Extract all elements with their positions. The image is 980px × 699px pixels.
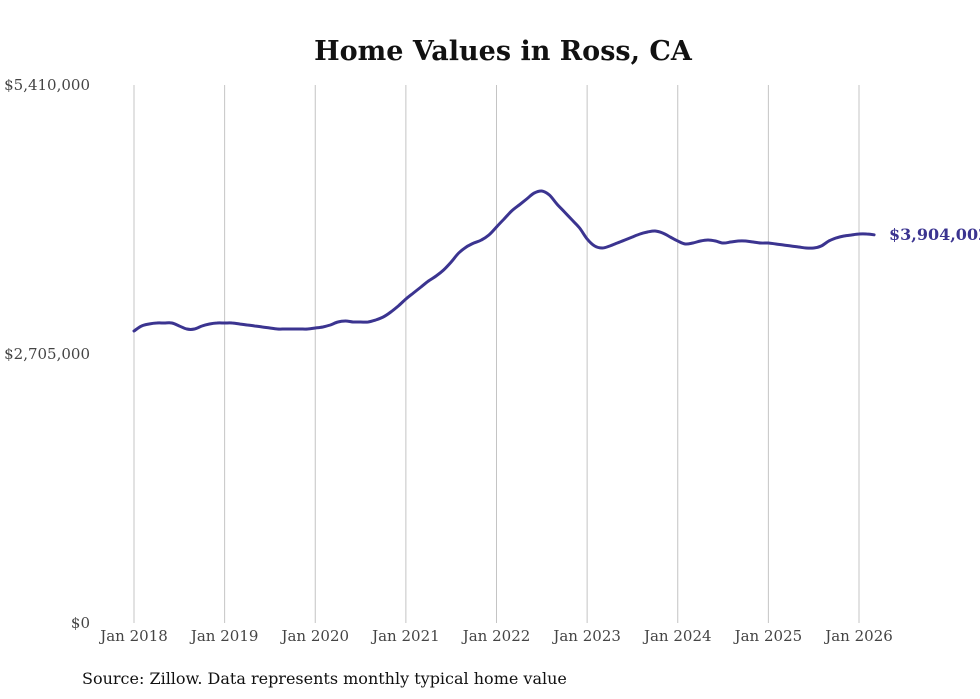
y-tick-label: $0 [71,614,90,632]
x-tick-label: Jan 2026 [823,627,893,645]
x-tick-label: Jan 2019 [189,627,259,645]
x-tick-label: Jan 2021 [370,627,440,645]
source-note: Source: Zillow. Data represents monthly … [82,669,567,688]
y-axis-ticks: $0 $2,705,000 $5,410,000 [4,76,90,632]
end-value-label: $3,904,002 [889,225,980,244]
x-tick-label: Jan 2023 [551,627,621,645]
chart-title: Home Values in Ross, CA [314,36,693,67]
series-line [132,189,876,333]
y-tick-label: $2,705,000 [4,345,90,363]
x-tick-label: Jan 2022 [461,627,531,645]
x-tick-label: Jan 2018 [98,627,168,645]
y-tick-label: $5,410,000 [4,76,90,94]
x-tick-label: Jan 2024 [642,627,712,645]
x-tick-label: Jan 2025 [733,627,803,645]
gridlines [133,85,860,623]
x-tick-label: Jan 2020 [279,627,349,645]
x-axis-ticks: Jan 2018 Jan 2019 Jan 2020 Jan 2021 Jan 2022… [98,627,893,645]
